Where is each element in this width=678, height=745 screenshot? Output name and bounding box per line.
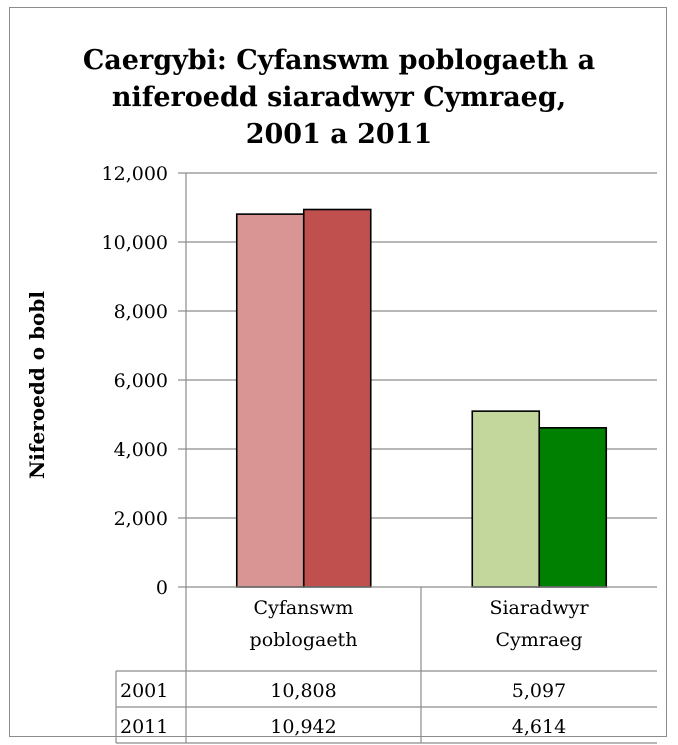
y-axis-ticks: 0 2,000 4,000 6,000 8,000 10,000 12,000 (102, 163, 168, 599)
y-tick-label: 8,000 (114, 301, 168, 323)
bar-2001-1 (235, 213, 305, 588)
y-tick-label: 0 (156, 577, 168, 599)
category-label: Cyfanswm (254, 597, 354, 619)
chart-title: Caergybi: Cyfanswm poblogaeth a niferoed… (0, 42, 678, 153)
chart-title-line-3: 2001 a 2011 (245, 119, 433, 150)
category-label: Siaradwyr (489, 597, 589, 619)
bar-2011-2 (538, 427, 608, 588)
y-axis-label: Niferoedd o bobl (25, 291, 49, 479)
bars (235, 208, 608, 588)
series-label: 2001 (120, 680, 168, 702)
data-label: 5,097 (512, 680, 566, 702)
chart-title-line-2: niferoedd siaradwyr Cymraeg, (111, 82, 567, 113)
series-label: 2011 (120, 716, 168, 738)
category-label: Cymraeg (495, 629, 582, 651)
y-tick-label: 10,000 (102, 232, 168, 254)
chart-title-line-1: Caergybi: Cyfanswm poblogaeth a (82, 45, 596, 76)
y-tick-label: 4,000 (114, 439, 168, 461)
data-table: Cyfanswm poblogaeth Siaradwyr Cymraeg 2001 10… (115, 586, 657, 744)
bar-2011-1 (302, 208, 372, 588)
data-label: 10,808 (270, 680, 336, 702)
bar-2001-2 (471, 410, 541, 588)
data-label: 10,942 (270, 716, 336, 738)
y-tick-label: 2,000 (114, 508, 168, 530)
category-label: poblogaeth (250, 629, 358, 651)
data-label: 4,614 (512, 716, 566, 738)
y-tick-label: 6,000 (114, 370, 168, 392)
y-tick-label: 12,000 (102, 163, 168, 185)
